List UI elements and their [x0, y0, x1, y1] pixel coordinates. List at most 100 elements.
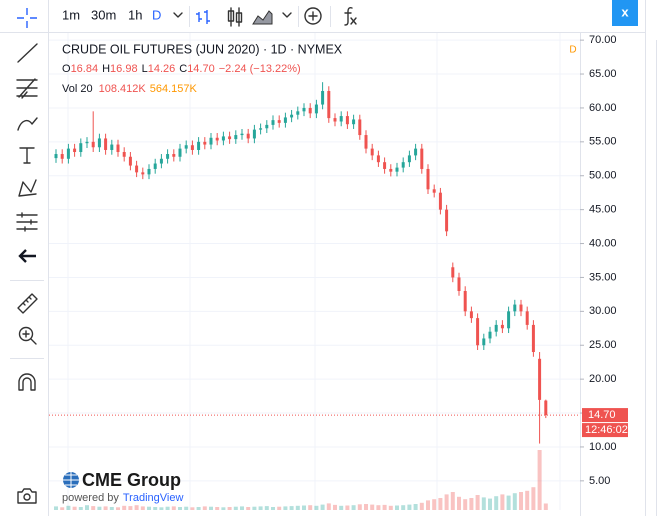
volume-bar — [78, 507, 83, 510]
back-tool[interactable] — [18, 249, 36, 263]
crosshair-tool[interactable] — [17, 8, 37, 28]
volume-bar — [140, 506, 145, 510]
candle-body — [159, 158, 163, 164]
y-tick-label: 50.00 — [589, 170, 617, 182]
logo-name: CME Group — [82, 470, 181, 490]
prediction-tool[interactable] — [16, 212, 38, 232]
last-price-tag — [582, 408, 628, 423]
y-tick-label: 40.00 — [589, 237, 617, 249]
candle-body — [128, 156, 132, 166]
y-tick-label: 20.00 — [589, 373, 617, 385]
volume-bar — [283, 506, 288, 510]
volume-bar — [463, 499, 468, 510]
candle-body — [494, 324, 498, 332]
volume-bar — [227, 507, 232, 510]
candle-body — [240, 133, 244, 136]
powered-label: powered by — [62, 492, 119, 504]
volume-bar — [116, 507, 120, 510]
change: −2.24 (−13.22%) — [219, 63, 301, 75]
candle-body — [234, 135, 238, 140]
volume-bar — [60, 507, 65, 510]
volume-bar — [444, 494, 449, 510]
style-menu[interactable] — [282, 12, 292, 18]
price-axis: 5.0010.0015.0020.0025.0030.0035.0040.004… — [580, 34, 628, 487]
candle-body — [445, 209, 449, 232]
trendline-tool[interactable] — [17, 43, 38, 63]
volume-bar — [450, 492, 455, 510]
volume-bar — [308, 505, 313, 510]
platform-name[interactable]: TradingView — [123, 492, 184, 504]
screenshot-button[interactable] — [17, 488, 37, 504]
candle-body — [122, 152, 126, 157]
fib-tool[interactable] — [16, 78, 38, 99]
close-button[interactable] — [612, 0, 638, 26]
candle-body — [265, 124, 269, 129]
candle-body — [414, 148, 418, 156]
candle-body — [544, 400, 548, 416]
pattern-tool[interactable] — [18, 179, 37, 197]
candles-style-button[interactable] — [227, 7, 243, 27]
zoom-tool[interactable] — [18, 326, 34, 342]
ohlc-key: O — [62, 63, 71, 75]
ohlc-value: 16.84 — [71, 63, 99, 75]
camera-lens — [23, 493, 31, 501]
volume-bar — [333, 504, 337, 510]
powered-by: powered by TradingView — [62, 492, 183, 504]
ohlc-value: 16.98 — [110, 63, 138, 75]
compare-plus — [308, 11, 318, 21]
candle-body — [327, 90, 331, 119]
volume-bar — [494, 496, 499, 510]
text-tool[interactable] — [19, 147, 35, 164]
candle-body — [296, 111, 300, 115]
candle-body — [197, 141, 201, 150]
interval-button[interactable]: D — [152, 7, 161, 22]
volume-bar — [357, 504, 362, 510]
brush-tool[interactable] — [17, 117, 38, 131]
interval-button[interactable]: 30m — [91, 7, 116, 22]
candle-body — [184, 145, 188, 149]
volume-bar — [426, 500, 430, 510]
volume-bar — [531, 487, 536, 510]
volume-bar — [147, 506, 151, 510]
candle-body — [513, 304, 517, 312]
candle-body — [141, 172, 145, 175]
area-style-button[interactable] — [252, 10, 273, 25]
candle-body — [314, 104, 318, 114]
volume-bar — [252, 506, 257, 510]
volume-bar — [109, 507, 114, 510]
volume-bar — [240, 506, 244, 510]
candle-body — [358, 119, 362, 136]
candle-body — [525, 311, 529, 325]
volume-bar — [271, 507, 275, 510]
candle-body — [420, 148, 424, 169]
candle-body — [531, 324, 535, 353]
y-tick-label: 10.00 — [589, 441, 617, 453]
close-button-label[interactable]: x — [621, 4, 629, 19]
indicators-button[interactable] — [344, 7, 357, 26]
compare-button[interactable] — [304, 7, 322, 25]
magnet-tool[interactable] — [18, 373, 36, 391]
volume-bar — [184, 506, 189, 510]
candle-body — [302, 107, 306, 112]
candle-body — [482, 338, 486, 346]
ohlc-value: 14.26 — [148, 63, 176, 75]
candle-body — [364, 135, 368, 149]
interval-button[interactable]: 1m — [62, 7, 80, 22]
volume-bar — [202, 506, 207, 510]
interval-menu[interactable] — [173, 12, 183, 18]
measure-tool[interactable] — [17, 293, 38, 314]
volume-bar — [66, 505, 71, 510]
ohlc-key: H — [102, 63, 110, 75]
candle-body — [203, 141, 207, 145]
bars-style-button[interactable] — [196, 10, 210, 24]
candle-body — [538, 358, 542, 400]
volume-bar — [382, 504, 387, 510]
ohlc-value: 14.70 — [187, 63, 215, 75]
volume-bar — [537, 450, 542, 510]
volume-bar — [258, 506, 263, 510]
candle-body — [507, 311, 511, 329]
volume-bar — [178, 507, 182, 510]
interval-button[interactable]: 1h — [128, 7, 142, 22]
